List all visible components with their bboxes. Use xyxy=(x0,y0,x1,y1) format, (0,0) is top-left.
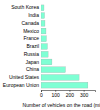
tick-label: 200 xyxy=(66,92,75,98)
tick-label: Brazil xyxy=(26,43,39,49)
tick-label: United States xyxy=(9,74,40,80)
tick: France xyxy=(23,35,41,41)
tick-label: 0 xyxy=(40,92,43,98)
bar xyxy=(41,36,46,42)
bar xyxy=(41,51,48,57)
tick-label: Canada xyxy=(21,20,39,26)
bar xyxy=(41,13,45,19)
chart: 0 100 200 300 South Korea India Canada MexicoFr… xyxy=(0,0,100,110)
tick: 200 xyxy=(66,90,75,98)
tick: 300 xyxy=(80,90,89,98)
tick: Japan xyxy=(25,59,41,65)
tick-label: Russia xyxy=(24,51,40,57)
bars xyxy=(41,5,88,88)
tick: India xyxy=(28,12,41,18)
tick: South Korea xyxy=(11,4,41,10)
tick-label: India xyxy=(28,12,39,18)
bar xyxy=(41,82,88,88)
bar xyxy=(41,59,52,65)
tick-label: Mexico xyxy=(23,28,39,34)
x-axis-title: Number of vehicles on the road (millions… xyxy=(23,102,100,108)
category-axis: South Korea India Canada MexicoFrance Brazil… xyxy=(3,4,42,91)
bar xyxy=(41,44,47,50)
tick: 100 xyxy=(52,90,61,98)
tick-label: 100 xyxy=(52,92,61,98)
tick: Canada xyxy=(21,20,41,26)
tick-label: France xyxy=(23,35,39,41)
bar xyxy=(41,67,65,73)
tick-label: Japan xyxy=(25,59,39,65)
tick-label: European Union xyxy=(3,82,39,88)
tick: United States xyxy=(9,74,41,80)
tick: 0 xyxy=(40,90,43,98)
tick: Mexico xyxy=(23,28,41,34)
tick: European Union xyxy=(3,82,41,88)
tick: Russia xyxy=(24,51,41,57)
tick-label: South Korea xyxy=(11,4,39,10)
axis-line xyxy=(41,4,42,91)
bar xyxy=(41,5,44,11)
bar xyxy=(41,28,46,34)
plot: 0 100 200 300 South Korea India Canada MexicoFr… xyxy=(3,4,96,98)
value-axis: 0 100 200 300 xyxy=(40,90,95,98)
tick: Brazil xyxy=(26,43,41,49)
tick-label: China xyxy=(26,66,39,72)
tick: China xyxy=(26,66,41,72)
bar xyxy=(41,75,79,81)
bar xyxy=(41,20,45,26)
tick-label: 300 xyxy=(80,92,89,98)
